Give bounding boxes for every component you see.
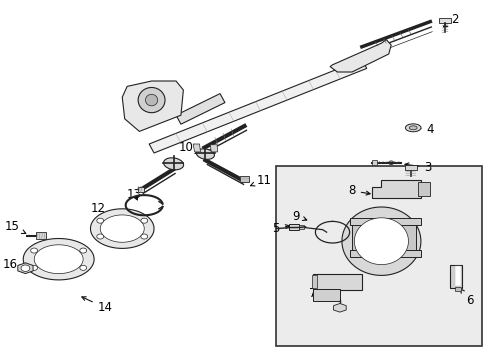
Polygon shape: [90, 209, 154, 248]
Circle shape: [31, 265, 38, 270]
Ellipse shape: [138, 87, 164, 113]
Text: 5: 5: [272, 222, 289, 235]
Text: 6: 6: [460, 289, 472, 307]
Text: 14: 14: [81, 297, 112, 314]
Polygon shape: [371, 160, 376, 165]
Polygon shape: [349, 250, 420, 257]
Circle shape: [97, 234, 103, 239]
Polygon shape: [312, 289, 339, 301]
Polygon shape: [100, 215, 144, 242]
Polygon shape: [18, 263, 33, 274]
Circle shape: [80, 265, 86, 270]
Circle shape: [80, 248, 86, 253]
Polygon shape: [438, 18, 450, 23]
Polygon shape: [333, 303, 346, 312]
Polygon shape: [23, 239, 94, 280]
Polygon shape: [289, 224, 299, 230]
Text: 2: 2: [443, 13, 458, 27]
Ellipse shape: [405, 124, 420, 132]
Text: 15: 15: [5, 220, 26, 234]
Polygon shape: [312, 274, 361, 290]
Polygon shape: [349, 218, 420, 225]
Polygon shape: [36, 232, 46, 239]
Polygon shape: [341, 207, 420, 275]
Polygon shape: [122, 81, 183, 131]
Ellipse shape: [196, 149, 214, 159]
Ellipse shape: [145, 94, 157, 106]
Polygon shape: [449, 265, 461, 288]
Polygon shape: [311, 275, 316, 288]
Ellipse shape: [163, 158, 183, 170]
Polygon shape: [329, 40, 390, 72]
Polygon shape: [454, 287, 460, 291]
Text: 11: 11: [250, 174, 271, 186]
Polygon shape: [371, 180, 420, 198]
Polygon shape: [193, 144, 200, 152]
Text: 7: 7: [308, 287, 324, 300]
Polygon shape: [176, 94, 224, 124]
Text: 9: 9: [291, 210, 306, 222]
Text: 16: 16: [2, 258, 23, 271]
Text: 10: 10: [178, 141, 199, 154]
Ellipse shape: [408, 126, 416, 130]
Polygon shape: [138, 187, 144, 192]
Polygon shape: [351, 223, 361, 256]
Text: 13: 13: [127, 188, 142, 201]
Circle shape: [31, 248, 38, 253]
Polygon shape: [299, 225, 304, 229]
Circle shape: [21, 265, 30, 271]
Polygon shape: [354, 218, 407, 265]
Text: 12: 12: [90, 202, 109, 215]
Polygon shape: [149, 59, 366, 153]
Circle shape: [141, 234, 147, 239]
Circle shape: [97, 218, 103, 223]
Polygon shape: [404, 165, 416, 170]
Text: 8: 8: [347, 184, 369, 197]
Polygon shape: [210, 145, 217, 152]
Polygon shape: [454, 266, 460, 286]
Text: 1: 1: [147, 89, 172, 102]
Bar: [276, 166, 481, 346]
Text: 4: 4: [414, 123, 433, 136]
Polygon shape: [239, 176, 249, 182]
Circle shape: [141, 218, 147, 223]
Text: 3: 3: [404, 161, 431, 174]
Polygon shape: [417, 182, 429, 196]
Polygon shape: [400, 220, 415, 256]
Polygon shape: [34, 245, 83, 274]
